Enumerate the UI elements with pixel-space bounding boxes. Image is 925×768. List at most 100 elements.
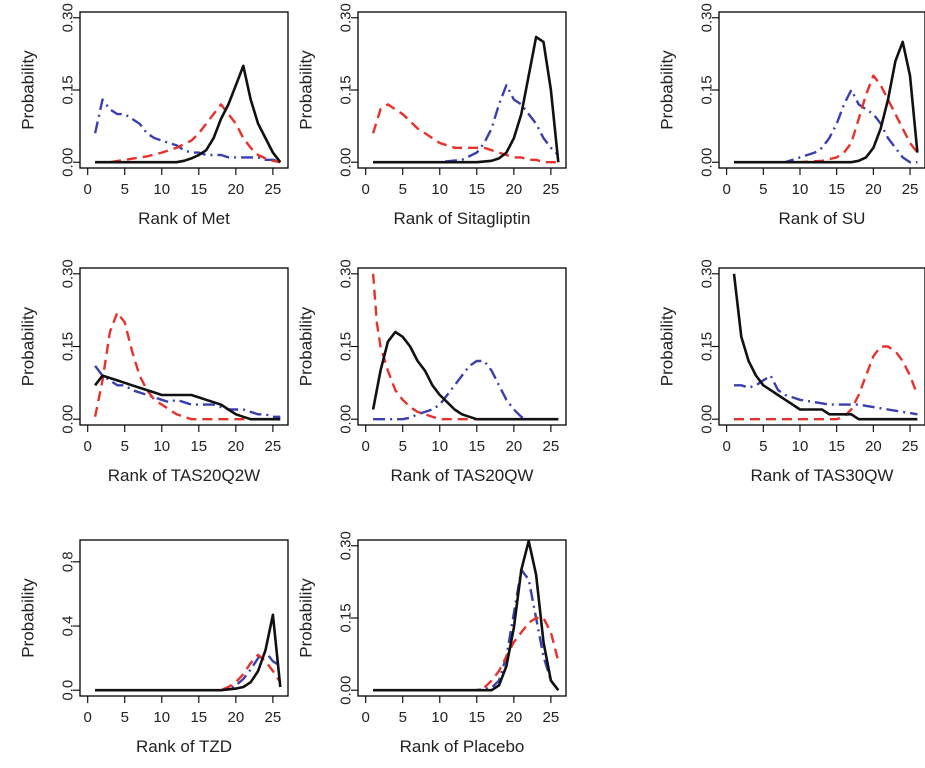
y-tick-label: 0.0 <box>60 680 77 701</box>
x-tick-label: 25 <box>265 181 282 198</box>
y-tick-label: 0.4 <box>60 616 77 637</box>
x-tick-label: 0 <box>84 709 92 726</box>
x-tick-label: 20 <box>865 181 882 198</box>
x-tick-label: 20 <box>228 181 245 198</box>
y-axis-label: Probability <box>19 306 38 386</box>
x-tick-label: 5 <box>121 709 129 726</box>
x-tick-label: 15 <box>828 438 845 455</box>
x-tick-label: 0 <box>722 181 730 198</box>
x-axis-label: Rank of TZD <box>136 737 232 756</box>
series-line-dotdash <box>95 650 281 692</box>
series-line-solid <box>95 613 282 692</box>
y-tick-label: 0.00 <box>338 676 355 705</box>
x-tick-label: 5 <box>121 438 129 455</box>
x-tick-label: 10 <box>431 181 448 198</box>
plot-frame <box>718 267 925 426</box>
series-line-dashed <box>734 74 919 164</box>
x-tick-label: 0 <box>362 709 370 726</box>
series-line-solid <box>95 64 282 164</box>
x-tick-label: 0 <box>362 181 370 198</box>
series-line-solid <box>373 540 560 692</box>
panel-7: 0 5 10 15 20 25 0.0 0.4 0.8 Rank of TZD Probabilit… <box>19 539 289 756</box>
series-line-solid <box>373 35 560 164</box>
series-line-dotdash <box>373 568 560 692</box>
x-tick-label: 5 <box>399 181 407 198</box>
series-line-solid <box>94 374 281 421</box>
y-tick-label: 0.15 <box>338 332 355 361</box>
y-tick-label: 0.00 <box>338 148 355 177</box>
y-tick-label: 0.15 <box>699 332 716 361</box>
x-tick-label: 25 <box>543 438 560 455</box>
series-line-dashed <box>371 273 559 421</box>
x-tick-label: 10 <box>431 438 448 455</box>
x-tick-label: 20 <box>228 709 245 726</box>
x-tick-label: 0 <box>722 438 730 455</box>
x-axis-label: Rank of SU <box>779 209 866 228</box>
y-tick-label: 0.30 <box>699 3 716 32</box>
x-tick-label: 25 <box>543 181 560 198</box>
x-tick-label: 5 <box>121 181 129 198</box>
x-tick-label: 25 <box>902 181 919 198</box>
panel-1: 0 5 10 15 20 25 0.00 0.15 0.30 Rank of Met Probabi… <box>19 3 289 228</box>
series-line-dashed <box>373 616 560 692</box>
panel-4: 0 5 10 15 20 25 0.00 0.15 0.30 Rank of TAS20Q2W Pr… <box>19 259 289 485</box>
y-tick-label: 0.30 <box>60 259 77 288</box>
y-tick-label: 0.00 <box>60 148 77 177</box>
x-tick-label: 15 <box>468 438 485 455</box>
y-tick-label: 0.8 <box>60 551 77 572</box>
y-axis-label: Probability <box>658 50 677 130</box>
x-axis-label: Rank of Placebo <box>400 737 525 756</box>
x-tick-label: 0 <box>84 181 92 198</box>
y-tick-label: 0.00 <box>699 148 716 177</box>
x-tick-label: 10 <box>792 181 809 198</box>
x-tick-label: 25 <box>902 438 919 455</box>
x-tick-label: 20 <box>506 181 523 198</box>
x-tick-label: 10 <box>792 438 809 455</box>
panel-6: 0 5 10 15 20 25 0.00 0.15 0.30 Rank of TAS30QW Pro… <box>658 259 925 485</box>
y-tick-label: 0.00 <box>60 405 77 434</box>
y-tick-label: 0.15 <box>699 75 716 104</box>
x-tick-label: 15 <box>190 438 207 455</box>
panel-2: 0 5 10 15 20 25 0.00 0.15 0.30 Rank of Sitaglipti… <box>297 3 567 228</box>
y-axis-label: Probability <box>297 578 316 658</box>
series-line-dashed <box>93 311 281 421</box>
x-axis-label: Rank of TAS30QW <box>751 466 894 485</box>
x-tick-label: 10 <box>153 709 170 726</box>
x-tick-label: 20 <box>865 438 882 455</box>
y-axis-label: Probability <box>19 578 38 658</box>
x-tick-label: 0 <box>84 438 92 455</box>
x-tick-label: 10 <box>153 181 170 198</box>
series-line-dotdash <box>373 83 560 164</box>
y-tick-label: 0.30 <box>338 3 355 32</box>
y-axis-label: Probability <box>658 306 677 386</box>
x-tick-label: 15 <box>828 181 845 198</box>
x-tick-label: 20 <box>506 438 523 455</box>
series-line-dashed <box>734 345 919 421</box>
y-tick-label: 0.15 <box>60 75 77 104</box>
panel-3: 0 5 10 15 20 25 0.00 0.15 0.30 Rank of SU Probabil… <box>658 3 925 228</box>
x-tick-label: 15 <box>190 181 207 198</box>
plot-frame <box>357 267 567 426</box>
y-tick-label: 0.30 <box>338 259 355 288</box>
series-line-solid <box>371 330 559 421</box>
x-tick-label: 5 <box>759 438 767 455</box>
y-tick-label: 0.00 <box>699 405 716 434</box>
x-tick-label: 25 <box>543 709 560 726</box>
x-tick-label: 10 <box>153 438 170 455</box>
x-axis-label: Rank of TAS20Q2W <box>108 466 260 485</box>
panel-5: 0 5 10 15 20 25 0.00 0.15 0.30 Rank of TAS20QW Pro… <box>297 259 567 485</box>
x-tick-label: 15 <box>190 709 207 726</box>
x-axis-label: Rank of Met <box>138 209 230 228</box>
series-line-dashed <box>95 103 281 164</box>
x-axis-label: Rank of Sitagliptin <box>393 209 530 228</box>
x-tick-label: 0 <box>362 438 370 455</box>
x-tick-label: 25 <box>265 709 282 726</box>
y-axis-label: Probability <box>19 50 38 130</box>
y-tick-label: 0.15 <box>338 603 355 632</box>
series-line-dotdash <box>734 374 918 416</box>
y-axis-label: Probability <box>297 50 316 130</box>
y-axis-label: Probability <box>297 306 316 386</box>
x-tick-label: 5 <box>399 438 407 455</box>
x-tick-label: 5 <box>399 709 407 726</box>
